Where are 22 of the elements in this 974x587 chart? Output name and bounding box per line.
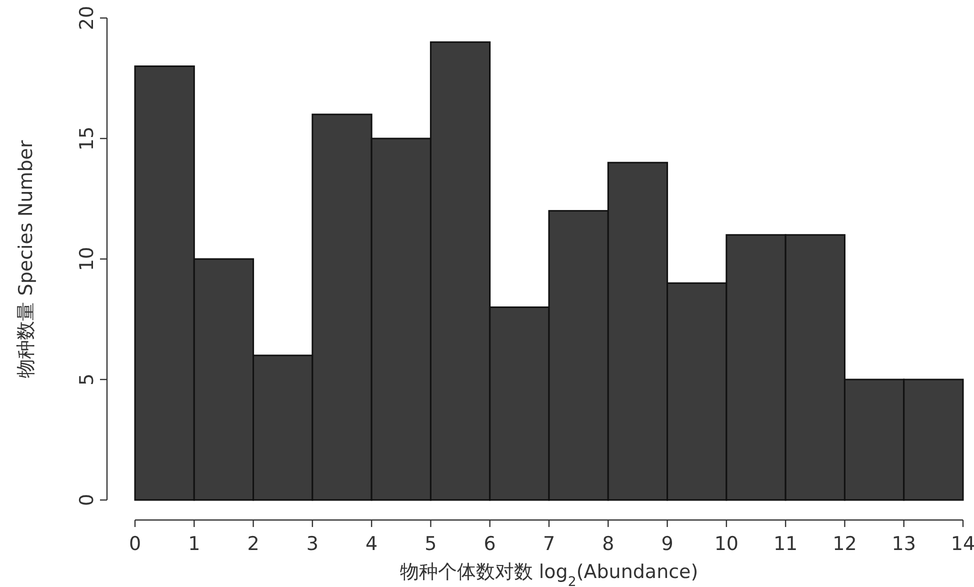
- y-axis-title: 物种数量 Species Number: [15, 140, 37, 378]
- x-tick-label: 1: [188, 533, 200, 555]
- x-tick-label: 0: [128, 533, 142, 555]
- x-tick-label: 11: [773, 533, 798, 555]
- y-tick-label: 15: [76, 126, 98, 151]
- x-tick-label: 5: [424, 533, 437, 555]
- x-axis-title: 物种个体数对数 log$_{2}$(Abundance): [400, 561, 698, 587]
- x-tick-label: 2: [247, 533, 260, 555]
- x-tick-label: 6: [484, 533, 496, 555]
- y-tick-label: 0: [76, 494, 98, 506]
- x-tick-label: 7: [542, 533, 556, 555]
- y-tick-label: 20: [76, 6, 98, 30]
- x-tick-label: 8: [602, 533, 614, 555]
- x-tick-label: 9: [661, 533, 674, 555]
- x-tick-label: 14: [950, 533, 974, 555]
- x-tick-label: 4: [366, 533, 378, 555]
- x-tick-label: 3: [306, 533, 318, 555]
- x-tick-label: 12: [832, 533, 857, 555]
- y-tick-label: 5: [76, 373, 98, 386]
- x-tick-label: 10: [714, 533, 739, 555]
- x-tick-label: 13: [892, 533, 916, 555]
- y-tick-label: 10: [76, 246, 98, 272]
